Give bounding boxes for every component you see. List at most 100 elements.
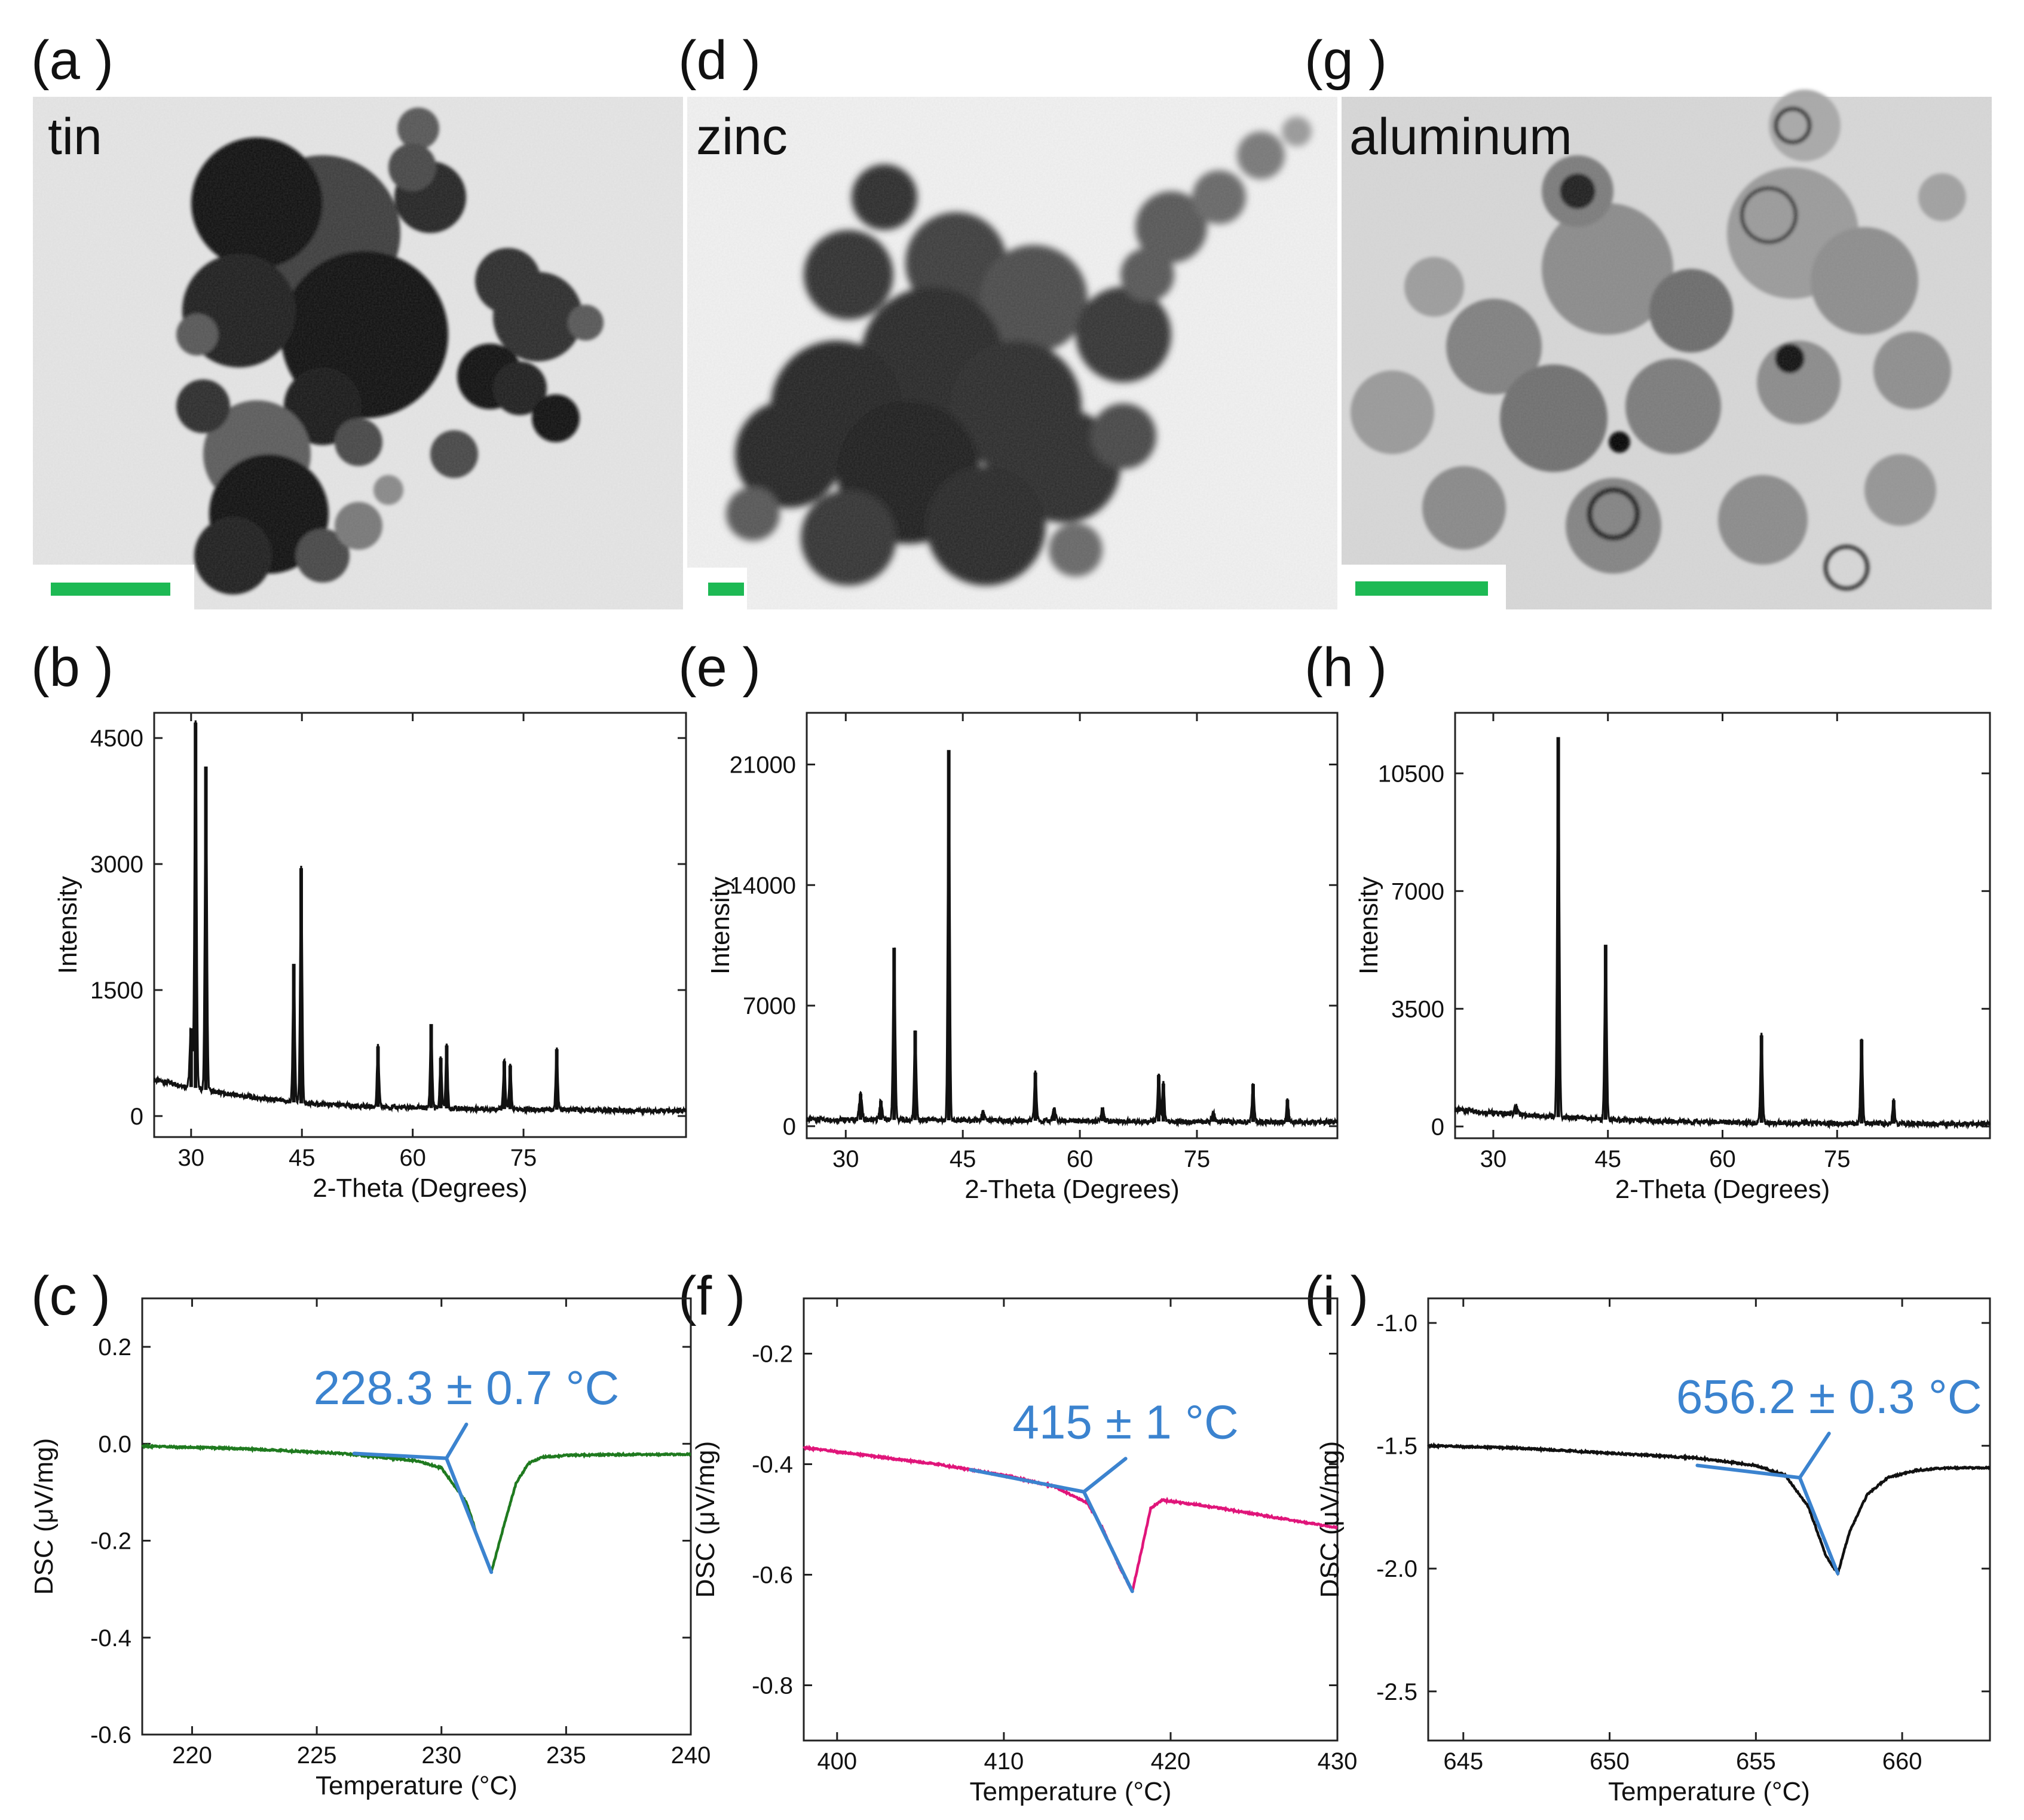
x-axis-label: Temperature (°C) bbox=[1608, 1777, 1810, 1806]
material-label-zinc: zinc bbox=[696, 108, 788, 166]
x-tick-label: 225 bbox=[297, 1742, 337, 1769]
xrd-chart-aluminum: 30 45 60 75 0 3500 7000 10500 2-Theta (Degrees) I… bbox=[1354, 712, 1991, 1204]
y-tick-label: -0.2 bbox=[752, 1341, 793, 1368]
y-tick-label: 0 bbox=[1431, 1114, 1444, 1140]
x-tick-label: 240 bbox=[671, 1742, 711, 1769]
y-tick-label: 0 bbox=[130, 1104, 143, 1130]
y-tick-label: 7000 bbox=[1391, 878, 1444, 905]
y-tick-label: 14000 bbox=[730, 872, 796, 899]
x-tick-label: 650 bbox=[1590, 1748, 1630, 1775]
tem-image-zinc bbox=[687, 97, 1337, 609]
y-tick-label: -0.6 bbox=[752, 1562, 793, 1589]
y-tick-label: -2.5 bbox=[1376, 1679, 1417, 1705]
material-label-aluminum: aluminum bbox=[1349, 108, 1572, 166]
y-tick-label: -2.0 bbox=[1376, 1556, 1417, 1582]
tem-image-tin bbox=[33, 97, 683, 609]
y-tick-label: 0.2 bbox=[98, 1334, 131, 1361]
dsc-curve-zinc bbox=[803, 1444, 1338, 1592]
panel-label-g: (g ) bbox=[1305, 30, 1387, 91]
dsc-chart-aluminum: 645 650 655 660 -2.5 -2.0 -1.5 -1.0 Temperature … bbox=[1315, 1297, 1991, 1806]
plot-frame bbox=[1427, 1297, 1991, 1742]
scale-bar-aluminum bbox=[1355, 581, 1488, 596]
y-tick-label: 0 bbox=[783, 1114, 796, 1140]
tem-image-aluminum bbox=[1342, 90, 1992, 609]
x-tick-label: 230 bbox=[421, 1742, 461, 1769]
y-axis-label: DSC (μV/mg) bbox=[1315, 1441, 1345, 1598]
x-tick-label: 420 bbox=[1151, 1748, 1191, 1775]
xrd-chart-tin: 30 45 60 75 0 1500 3000 4500 2-Theta (Degrees) In… bbox=[53, 712, 687, 1203]
y-axis-label: DSC (μV/mg) bbox=[691, 1441, 720, 1598]
onset-leading-edge-tangent bbox=[1798, 1476, 1840, 1576]
onset-pointer bbox=[1082, 1457, 1128, 1494]
scale-bar-tin bbox=[51, 583, 170, 596]
y-tick-label: -1.0 bbox=[1376, 1310, 1417, 1337]
y-tick-label: 0.0 bbox=[98, 1431, 131, 1457]
x-axis-label: Temperature (°C) bbox=[970, 1777, 1172, 1806]
x-tick-label: 220 bbox=[172, 1742, 212, 1769]
onset-pointer bbox=[1798, 1432, 1831, 1480]
y-axis-label: DSC (μV/mg) bbox=[29, 1438, 59, 1595]
panel-label-d: (d ) bbox=[678, 30, 761, 91]
x-axis-label: 2-Theta (Degrees) bbox=[964, 1175, 1179, 1204]
x-tick-label: 60 bbox=[399, 1145, 426, 1171]
dsc-curve-aluminum bbox=[1427, 1442, 1991, 1576]
x-tick-label: 30 bbox=[1480, 1146, 1507, 1172]
x-axis-label: 2-Theta (Degrees) bbox=[1615, 1175, 1830, 1204]
panel-label-h: (h ) bbox=[1305, 637, 1387, 698]
x-tick-label: 60 bbox=[1067, 1146, 1094, 1172]
x-tick-label: 45 bbox=[289, 1145, 316, 1171]
x-tick-label: 655 bbox=[1736, 1748, 1776, 1775]
x-tick-label: 430 bbox=[1318, 1748, 1358, 1775]
y-tick-label: 10500 bbox=[1378, 761, 1444, 787]
melting-onset-annotation: 415 ± 1 °C bbox=[1012, 1395, 1238, 1448]
x-tick-label: 75 bbox=[510, 1145, 537, 1171]
plot-frame bbox=[153, 712, 687, 1138]
y-tick-label: 3000 bbox=[90, 851, 143, 878]
y-axis-label: Intensity bbox=[706, 877, 735, 975]
x-tick-label: 75 bbox=[1824, 1146, 1851, 1172]
xrd-chart-zinc: 30 45 60 75 0 7000 14000 21000 2-Theta (Degrees)… bbox=[706, 712, 1339, 1204]
y-tick-label: -1.5 bbox=[1376, 1433, 1417, 1460]
panel-label-e: (e ) bbox=[678, 637, 761, 698]
y-tick-label: 4500 bbox=[90, 725, 143, 752]
x-tick-label: 60 bbox=[1709, 1146, 1736, 1172]
scale-bar-zinc bbox=[708, 583, 744, 596]
x-tick-label: 30 bbox=[178, 1145, 205, 1171]
onset-leading-edge-tangent bbox=[445, 1456, 494, 1574]
y-tick-label: -0.8 bbox=[752, 1673, 793, 1699]
x-tick-label: 30 bbox=[832, 1146, 859, 1172]
y-axis-label: Intensity bbox=[1354, 877, 1383, 975]
y-tick-label: 7000 bbox=[743, 993, 796, 1019]
dsc-chart-zinc: 400 410 420 430 -0.8 -0.6 -0.4 -0.2 Temperature … bbox=[691, 1297, 1358, 1806]
y-tick-label: 3500 bbox=[1391, 996, 1444, 1022]
plot-frame bbox=[803, 1297, 1339, 1742]
x-tick-label: 645 bbox=[1443, 1748, 1483, 1775]
x-tick-label: 400 bbox=[817, 1748, 857, 1775]
dsc-curve-tin bbox=[141, 1442, 691, 1574]
melting-onset-annotation: 656.2 ± 0.3 °C bbox=[1676, 1370, 1982, 1423]
plot-frame bbox=[1454, 712, 1991, 1139]
dsc-chart-tin: 220 225 230 235 240 -0.6 -0.4 -0.2 0.0 0.2 Tempera… bbox=[29, 1297, 711, 1800]
x-tick-label: 235 bbox=[546, 1742, 586, 1769]
x-tick-label: 660 bbox=[1882, 1748, 1922, 1775]
x-tick-label: 45 bbox=[950, 1146, 976, 1172]
panel-label-f: (f ) bbox=[678, 1266, 745, 1326]
onset-baseline-tangent bbox=[969, 1467, 1086, 1494]
y-tick-label: -0.4 bbox=[90, 1625, 131, 1652]
panel-label-b: (b ) bbox=[31, 637, 114, 698]
y-axis-label: Intensity bbox=[53, 876, 82, 974]
plot-frame bbox=[141, 1297, 692, 1736]
onset-baseline-tangent bbox=[352, 1451, 449, 1460]
y-tick-label: 1500 bbox=[90, 978, 143, 1004]
onset-leading-edge-tangent bbox=[1082, 1490, 1134, 1594]
onset-baseline-tangent bbox=[1695, 1463, 1802, 1480]
material-label-tin: tin bbox=[48, 108, 102, 166]
y-tick-label: 21000 bbox=[730, 752, 796, 778]
y-tick-label: -0.2 bbox=[90, 1528, 131, 1555]
onset-pointer bbox=[445, 1422, 469, 1460]
x-tick-label: 45 bbox=[1594, 1146, 1621, 1172]
y-tick-label: -0.4 bbox=[752, 1452, 793, 1478]
x-tick-label: 410 bbox=[984, 1748, 1024, 1775]
x-tick-label: 75 bbox=[1184, 1146, 1211, 1172]
